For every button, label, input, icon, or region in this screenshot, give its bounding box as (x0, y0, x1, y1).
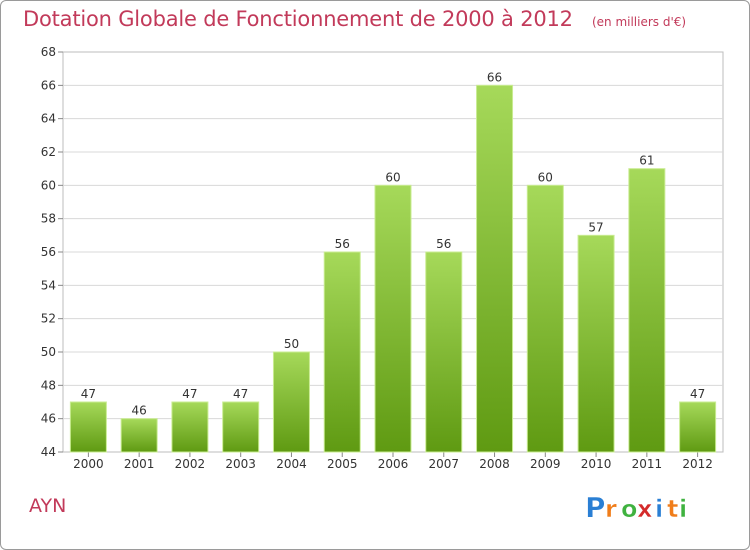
bar (222, 401, 260, 453)
x-tick-label: 2001 (124, 457, 155, 471)
logo-letter: o (621, 495, 638, 523)
y-tick-label: 66 (41, 78, 56, 92)
logo-letter: x (637, 495, 653, 523)
y-tick-label: 44 (41, 445, 56, 459)
bar (628, 168, 666, 453)
y-tick-label: 48 (41, 378, 56, 392)
y-tick-label: 58 (41, 212, 56, 226)
data-label: 47 (690, 387, 705, 401)
commune-name: AYN (29, 495, 67, 517)
data-label: 61 (639, 154, 654, 168)
x-tick-label: 2007 (428, 457, 459, 471)
bar (120, 418, 158, 453)
bar (679, 401, 717, 453)
chart-unit-text: (en milliers d'€) (591, 15, 687, 29)
data-label: 50 (284, 337, 299, 351)
data-label: 66 (487, 70, 502, 84)
bar (476, 84, 514, 453)
bar (577, 234, 615, 453)
data-label: 47 (81, 387, 96, 401)
bar (171, 401, 209, 453)
x-tick-label: 2006 (378, 457, 409, 471)
data-label: 60 (538, 170, 553, 184)
chart-title-text: Dotation Globale de Fonctionnement de 20… (23, 7, 573, 31)
x-tick-label: 2002 (175, 457, 206, 471)
data-label: 56 (335, 237, 350, 251)
x-tick-label: 2010 (581, 457, 612, 471)
bar (69, 401, 107, 453)
y-tick-label: 50 (41, 345, 56, 359)
data-label: 56 (436, 237, 451, 251)
x-tick-label: 2012 (682, 457, 713, 471)
y-tick-label: 68 (41, 45, 56, 59)
y-tick-label: 62 (41, 145, 56, 159)
y-tick-label: 46 (41, 412, 56, 426)
x-tick-label: 2009 (530, 457, 561, 471)
bar (272, 351, 310, 453)
y-tick-label: 52 (41, 312, 56, 326)
data-label: 47 (233, 387, 248, 401)
data-label: 46 (132, 404, 147, 418)
data-label: 60 (385, 170, 400, 184)
logo-letter: P (585, 491, 606, 524)
logo-letter: r (605, 495, 617, 523)
data-label: 57 (588, 220, 603, 234)
y-tick-label: 56 (41, 245, 56, 259)
y-tick-label: 54 (41, 278, 56, 292)
x-tick-label: 2005 (327, 457, 358, 471)
x-tick-label: 2008 (479, 457, 510, 471)
data-label: 47 (182, 387, 197, 401)
x-tick-label: 2011 (632, 457, 663, 471)
bar (526, 184, 564, 453)
bar (323, 251, 361, 453)
bar (425, 251, 463, 453)
logo-letter: t (667, 495, 678, 523)
x-tick-label: 2000 (73, 457, 104, 471)
x-tick-label: 2004 (276, 457, 307, 471)
logo-letter: i (679, 495, 687, 523)
bar (374, 184, 412, 453)
chart-title: Dotation Globale de Fonctionnement de 20… (23, 7, 686, 31)
y-tick-label: 64 (41, 112, 56, 126)
logo-letter: i (655, 495, 663, 523)
x-tick-label: 2003 (225, 457, 256, 471)
y-tick-label: 60 (41, 178, 56, 192)
